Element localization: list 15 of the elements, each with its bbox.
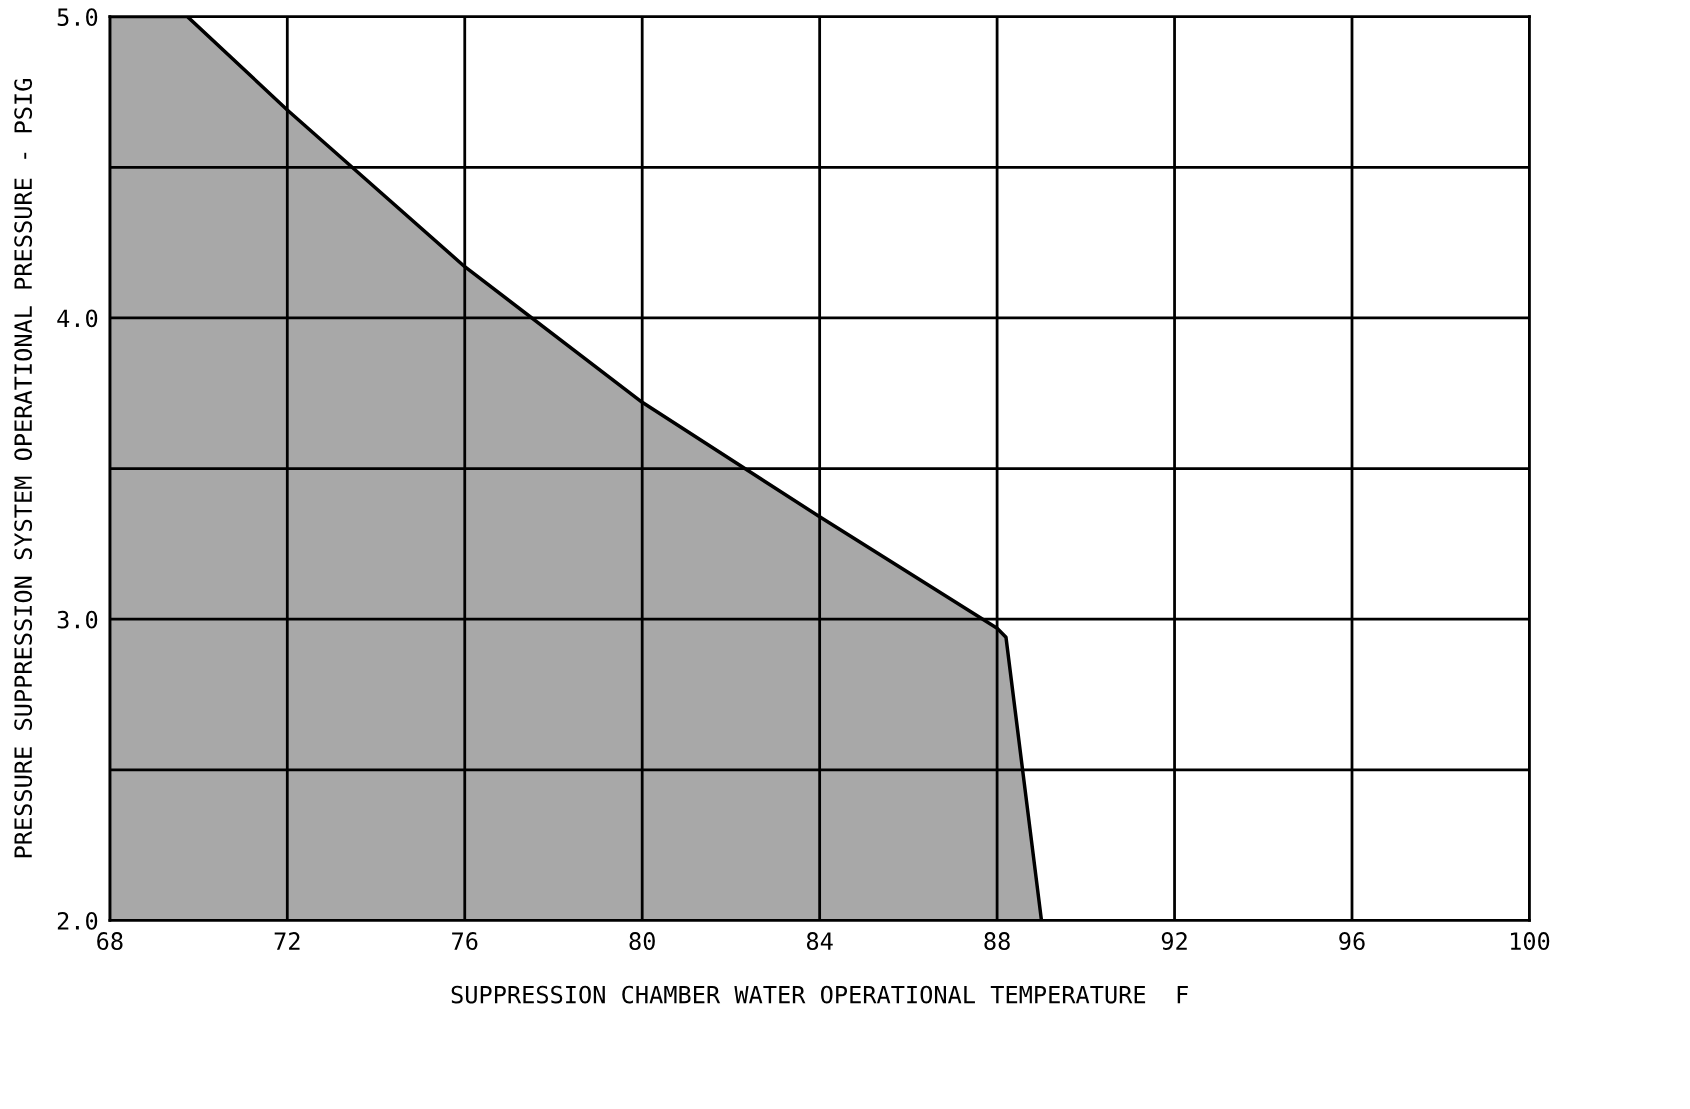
y-axis-title: PRESSURE SUPPRESSION SYSTEM OPERATIONAL PRESSURE - PSIG (14, 79, 33, 858)
x-tick-label: 68 (97, 932, 123, 950)
y-tick-label: 2.0 (57, 911, 98, 930)
x-tick-label: 92 (1161, 932, 1187, 950)
x-tick-label: 84 (806, 932, 833, 950)
x-tick-label: 100 (1510, 932, 1550, 950)
x-tick-label: 96 (1339, 932, 1365, 950)
x-tick-label: 88 (984, 932, 1010, 950)
y-tick-label: 4.0 (57, 309, 98, 328)
y-tick-label: 5.0 (57, 8, 98, 26)
x-tick-label: 76 (452, 932, 478, 950)
y-tick-label: 3.0 (57, 610, 98, 629)
x-tick-label: 80 (629, 932, 655, 950)
x-axis-title: SUPPRESSION CHAMBER WATER OPERATIONAL TEMPERATURE F (451, 985, 1188, 1004)
x-tick-label: 72 (274, 932, 300, 950)
